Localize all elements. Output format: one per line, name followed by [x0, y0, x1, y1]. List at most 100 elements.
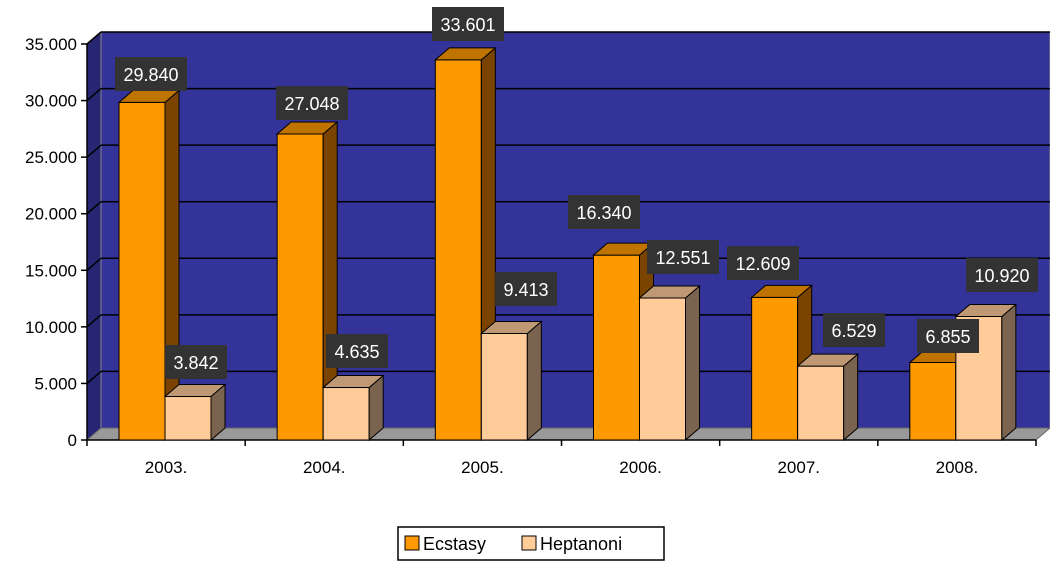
data-label-heptanoni: 3.842	[165, 345, 227, 379]
legend-label-heptanoni: Heptanoni	[540, 534, 622, 554]
bars	[117, 46, 1018, 442]
gridline-side	[86, 31, 102, 45]
y-tick-label: 10.000	[25, 318, 77, 337]
data-label-box	[115, 57, 187, 91]
data-label-text: 6.855	[925, 327, 970, 347]
y-tick-label: 0	[68, 431, 77, 450]
plot-back-wall	[100, 31, 1050, 429]
x-tick-label: 2008.	[936, 458, 979, 477]
data-label-text: 27.048	[284, 94, 339, 114]
gridline-side	[86, 201, 102, 215]
x-tick-label: 2006.	[619, 458, 662, 477]
bar-front	[276, 133, 324, 441]
bar-front	[480, 332, 528, 441]
data-label-heptanoni: 10.920	[966, 258, 1038, 292]
bar-top	[796, 353, 860, 367]
bar-front	[434, 59, 482, 441]
data-label-text: 6.529	[831, 321, 876, 341]
bar-top	[321, 375, 385, 389]
data-label-text: 12.609	[735, 254, 790, 274]
data-label-text: 9.413	[503, 280, 548, 300]
bar-front	[164, 396, 212, 441]
data-label-box	[432, 7, 504, 41]
bar-front	[322, 387, 370, 441]
data-label-box	[917, 319, 979, 353]
data-labels: 29.840 3.842 27.048 4.635 33.601 9.413 16.340 1…	[115, 7, 1038, 379]
data-label-text: 4.635	[334, 342, 379, 362]
bar-heptanoni	[321, 374, 385, 442]
bar-top	[479, 320, 543, 334]
bar-front	[593, 254, 640, 441]
data-label-text: 29.840	[123, 65, 178, 85]
data-label-ecstasy: 33.601	[432, 7, 504, 41]
bar-top	[750, 284, 814, 298]
data-label-heptanoni: 12.551	[647, 240, 719, 274]
bar-heptanoni	[796, 353, 860, 442]
data-label-text: 16.340	[576, 203, 631, 223]
data-label-heptanoni: 4.635	[326, 334, 388, 368]
bar-front	[751, 296, 799, 441]
data-label-box	[647, 240, 719, 274]
bar-heptanoni	[954, 303, 1018, 442]
data-label-box	[276, 86, 348, 120]
data-label-box	[326, 334, 388, 368]
bar-top	[163, 384, 227, 398]
bar-top	[275, 121, 339, 135]
bar-heptanoni	[163, 383, 227, 442]
gridline-side	[86, 144, 102, 158]
y-tick-label: 25.000	[25, 148, 77, 167]
data-label-ecstasy: 16.340	[568, 195, 640, 229]
bar-front	[118, 101, 166, 441]
data-label-text: 33.601	[440, 15, 495, 35]
axes: 0 5.000 10.000 15.000 20.000 25.000 30.000 35.0…	[25, 35, 1037, 477]
bar-ecstasy	[592, 242, 655, 442]
legend: Ecstasy Heptanoni	[397, 526, 665, 561]
data-label-text: 10.920	[974, 266, 1029, 286]
bar-front	[639, 297, 686, 441]
bar-heptanoni	[638, 284, 701, 442]
data-label-ecstasy: 6.855	[917, 319, 979, 353]
y-tick-label: 20.000	[25, 205, 77, 224]
data-label-box	[966, 258, 1038, 292]
bar-top	[638, 285, 701, 299]
plot-floor	[85, 427, 1050, 441]
data-label-box	[495, 272, 557, 306]
bar-front	[909, 361, 957, 441]
data-label-ecstasy: 12.609	[727, 246, 799, 280]
plot-area	[85, 30, 1050, 442]
y-tick-label: 5.000	[34, 374, 77, 393]
plot-side-wall	[86, 30, 102, 442]
legend-swatch-heptanoni	[521, 535, 537, 551]
x-tick-label: 2004.	[303, 458, 346, 477]
data-label-box	[568, 195, 640, 229]
bar-side	[843, 353, 859, 442]
bar-front	[797, 365, 845, 441]
bar-side	[526, 320, 542, 442]
gridline-side	[86, 314, 102, 328]
y-tick-label: 30.000	[25, 92, 77, 111]
x-tick-label: 2005.	[461, 458, 504, 477]
data-label-heptanoni: 6.529	[823, 313, 885, 347]
gridline-side	[86, 370, 102, 384]
bar-side	[1001, 303, 1017, 442]
data-label-heptanoni: 9.413	[495, 272, 557, 306]
data-label-box	[727, 246, 799, 280]
data-label-ecstasy: 27.048	[276, 86, 348, 120]
legend-label-ecstasy: Ecstasy	[423, 534, 486, 554]
bar-top	[433, 47, 497, 61]
x-tick-label: 2007.	[777, 458, 820, 477]
x-tick-label: 2003.	[145, 458, 188, 477]
y-tick-label: 35.000	[25, 35, 77, 54]
bar-ecstasy	[117, 89, 181, 442]
data-label-box	[165, 345, 227, 379]
bar-top	[954, 303, 1018, 317]
data-label-text: 12.551	[655, 248, 710, 268]
bar-heptanoni	[479, 320, 543, 442]
gridline-side	[86, 88, 102, 102]
data-label-text: 3.842	[173, 353, 218, 373]
gridline-side	[86, 257, 102, 271]
data-label-box	[823, 313, 885, 347]
y-tick-label: 15.000	[25, 261, 77, 280]
bar-side	[685, 284, 700, 442]
